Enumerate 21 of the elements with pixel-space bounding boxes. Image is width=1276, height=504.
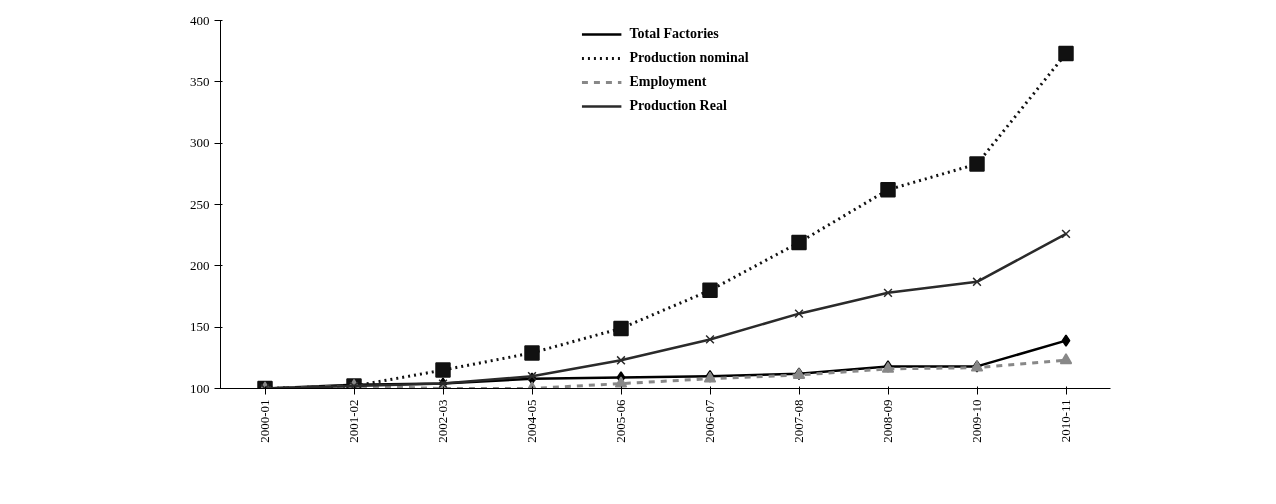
x-tick-label: 2009-10: [969, 399, 984, 443]
x-tick-label: 2002-03: [435, 399, 450, 443]
x-tick-label: 2008-09: [880, 399, 895, 443]
legend-label: Total Factories: [629, 26, 719, 42]
y-tick-label: 400: [190, 12, 210, 28]
y-tick-label: 200: [190, 257, 210, 273]
legend-label: Production Real: [629, 98, 727, 114]
y-tick-label: 150: [190, 319, 210, 335]
legend-label: Production nominal: [629, 50, 749, 66]
y-tick-label: 300: [190, 135, 210, 151]
legend-label: Employment: [629, 74, 707, 90]
x-tick-label: 2005-06: [613, 399, 628, 443]
x-tick-label: 2001-02: [346, 399, 361, 443]
y-tick-label: 250: [190, 196, 210, 212]
x-tick-label: 2010-11: [1058, 399, 1073, 443]
x-tick-label: 2000-01: [257, 399, 272, 443]
x-tick-label: 2007-08: [791, 399, 806, 443]
y-tick-label: 350: [190, 73, 210, 89]
y-tick-label: 100: [190, 380, 210, 396]
x-tick-label: 2006-07: [702, 399, 717, 443]
x-tick-label: 2004-05: [524, 399, 539, 443]
